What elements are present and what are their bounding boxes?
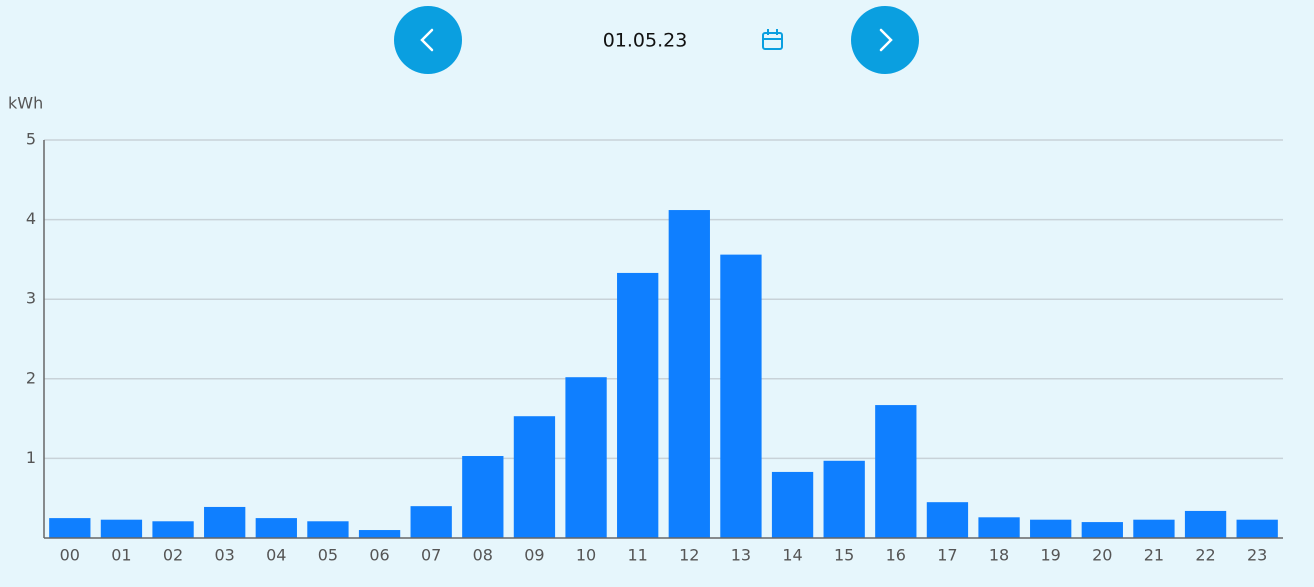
bar [1133, 519, 1175, 538]
bar [255, 518, 297, 538]
x-tick-label: 06 [369, 546, 389, 565]
bar [875, 405, 917, 538]
date-label: 01.05.23 [603, 30, 688, 52]
prev-button-circle[interactable] [394, 6, 462, 74]
x-tick-label: 13 [731, 546, 751, 565]
prev-button[interactable] [394, 6, 462, 74]
bar [1081, 522, 1123, 538]
x-tick-label: 14 [782, 546, 802, 565]
x-tick-label: 09 [524, 546, 544, 565]
y-tick-label: 2 [26, 368, 36, 387]
x-tick-label: 02 [163, 546, 183, 565]
bar [565, 377, 607, 538]
x-tick-label: 19 [1041, 546, 1061, 565]
bar [1236, 519, 1278, 538]
bar [978, 517, 1020, 538]
x-tick-label: 03 [215, 546, 235, 565]
next-button-circle[interactable] [851, 6, 919, 74]
y-axis-label: kWh [8, 94, 43, 113]
y-tick-label: 1 [26, 448, 36, 467]
bar [307, 521, 349, 538]
next-arrow[interactable] [879, 28, 893, 52]
bar [462, 456, 504, 538]
x-tick-label: 23 [1247, 546, 1267, 565]
bar [100, 519, 143, 538]
calendar-icon[interactable] [762, 32, 783, 50]
calendar-button[interactable] [762, 29, 783, 50]
bar [410, 506, 452, 538]
bar [926, 502, 969, 538]
x-tick-label: 18 [989, 546, 1009, 565]
x-tick-label: 00 [60, 546, 80, 565]
x-tick-label: 16 [886, 546, 906, 565]
y-tick-label: 4 [26, 209, 36, 228]
x-tick-label: 01 [111, 546, 131, 565]
x-tick-label: 21 [1144, 546, 1164, 565]
x-tick-label: 04 [266, 546, 286, 565]
bar [617, 272, 659, 538]
next-button[interactable] [851, 6, 919, 74]
prev-arrow[interactable] [420, 28, 434, 52]
bar [668, 210, 710, 538]
bar [513, 416, 556, 538]
bar [1030, 519, 1072, 538]
bar [358, 530, 401, 538]
bar [1184, 510, 1227, 538]
bar [49, 518, 91, 538]
y-tick-label: 5 [26, 130, 36, 149]
x-tick-label: 07 [421, 546, 441, 565]
x-tick-label: 10 [576, 546, 596, 565]
bar [771, 471, 814, 538]
x-tick-label: 11 [628, 546, 648, 565]
bar [720, 254, 762, 538]
y-tick-label: 3 [26, 289, 36, 308]
x-tick-label: 17 [937, 546, 957, 565]
bar [204, 506, 246, 538]
bar [152, 521, 194, 538]
x-tick-label: 22 [1195, 546, 1215, 565]
x-tick-label: 15 [834, 546, 854, 565]
x-tick-label: 12 [679, 546, 699, 565]
x-tick-label: 05 [318, 546, 338, 565]
bar [823, 460, 865, 538]
x-tick-label: 20 [1092, 546, 1112, 565]
x-tick-label: 08 [473, 546, 493, 565]
